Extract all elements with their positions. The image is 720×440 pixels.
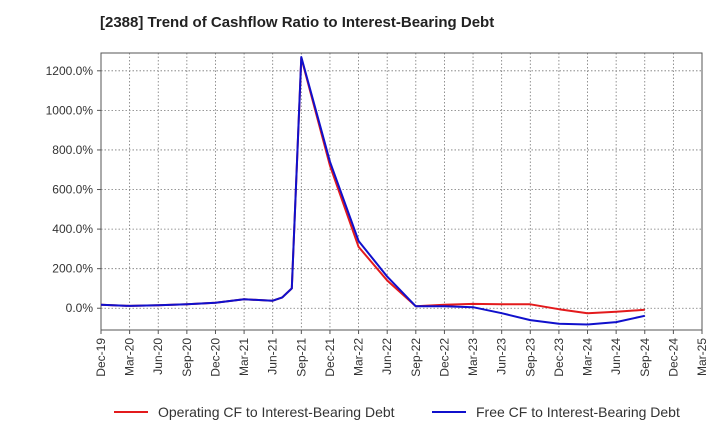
y-tick-label: 0.0% — [66, 301, 94, 315]
x-tick-label: Mar-21 — [237, 338, 251, 376]
grid-layer — [101, 53, 702, 330]
series-line-operating-cf — [100, 56, 645, 315]
x-tick-label: Jun-21 — [266, 338, 280, 375]
x-tick-label: Sep-21 — [294, 338, 308, 377]
legend-swatch-operating-cf — [114, 411, 148, 413]
x-tick-label: Mar-23 — [466, 338, 480, 376]
y-tick-label: 400.0% — [52, 222, 93, 236]
legend-item-operating-cf: Operating CF to Interest-Bearing Debt — [114, 404, 395, 420]
plot-frame — [100, 52, 703, 331]
x-tick-label: Sep-24 — [638, 338, 652, 377]
x-tick-label: Dec-23 — [552, 338, 566, 377]
legend: Operating CF to Interest-Bearing Debt Fr… — [0, 404, 720, 428]
x-tick-label: Jun-24 — [609, 338, 623, 375]
legend-label-operating-cf: Operating CF to Interest-Bearing Debt — [158, 404, 395, 420]
x-tick-label: Dec-22 — [437, 338, 451, 377]
x-tick-label: Dec-19 — [94, 338, 108, 377]
chart-title: [2388] Trend of Cashflow Ratio to Intere… — [100, 14, 495, 31]
legend-swatch-free-cf — [432, 411, 466, 413]
series-line-free-cf — [100, 56, 646, 326]
y-tick-label: 1200.0% — [46, 64, 94, 78]
axis-layer: Dec-19 Mar-20 Jun-20 Sep-20 Dec-20 Mar-21 Jun-… — [46, 64, 709, 377]
legend-item-free-cf: Free CF to Interest-Bearing Debt — [432, 404, 680, 420]
x-tick-label: Mar-25 — [695, 338, 709, 376]
x-tick-label: Sep-20 — [180, 338, 194, 377]
x-tick-label: Dec-20 — [208, 338, 222, 377]
x-tick-label: Jun-23 — [495, 338, 509, 375]
legend-label-free-cf: Free CF to Interest-Bearing Debt — [476, 404, 680, 420]
x-tick-label: Jun-22 — [380, 338, 394, 375]
y-tick-label: 200.0% — [52, 262, 93, 276]
x-tick-label: Sep-22 — [409, 338, 423, 377]
x-tick-label: Mar-20 — [123, 338, 137, 376]
y-tick-label: 1000.0% — [46, 103, 94, 117]
x-tick-label: Mar-24 — [581, 338, 595, 376]
y-tick-label: 800.0% — [52, 143, 93, 157]
y-tick-label: 600.0% — [52, 183, 93, 197]
x-tick-label: Dec-24 — [666, 338, 680, 377]
x-tick-label: Mar-22 — [352, 338, 366, 376]
x-tick-label: Dec-21 — [323, 338, 337, 377]
series-layer — [100, 56, 646, 326]
x-tick-label: Sep-23 — [523, 338, 537, 377]
x-tick-label: Jun-20 — [151, 338, 165, 375]
